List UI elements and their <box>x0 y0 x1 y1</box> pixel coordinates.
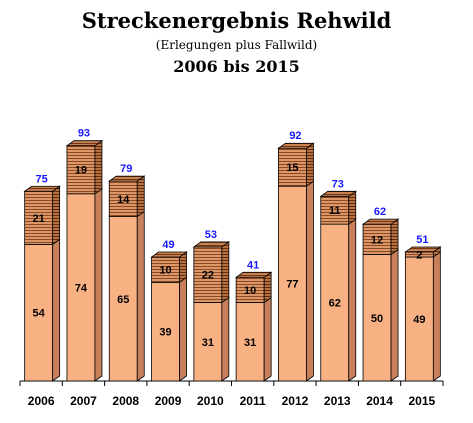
data-label-total: 41 <box>247 259 259 271</box>
bar-side-lower <box>221 296 230 382</box>
data-label-lower: 31 <box>202 337 214 349</box>
bar-side-upper <box>306 142 314 187</box>
bar-segment-upper <box>235 276 265 303</box>
bar-side-lower <box>136 210 145 382</box>
bar-segment-upper <box>108 180 138 217</box>
data-label-upper: 19 <box>75 165 87 177</box>
bar-side-lower <box>432 251 441 382</box>
bar-segment-lower <box>278 185 307 382</box>
bar-top-face <box>108 175 146 182</box>
bar-side-lower <box>390 248 399 382</box>
data-label-lower: 39 <box>159 327 171 339</box>
data-label-lower: 31 <box>244 337 256 349</box>
data-label-total: 62 <box>374 206 386 218</box>
bar-segment-lower <box>362 254 392 382</box>
bar-segment-upper <box>24 190 54 245</box>
bar-side-upper <box>52 185 61 246</box>
data-label-upper: 10 <box>244 285 256 297</box>
data-label-lower: 77 <box>286 279 298 291</box>
x-tick-label: 2010 <box>197 394 224 408</box>
data-label-total: 51 <box>416 234 428 246</box>
bar-top-face <box>23 185 61 192</box>
data-label-total: 75 <box>36 173 48 185</box>
bar-top-face <box>277 142 315 149</box>
x-tick-label: 2006 <box>28 394 55 408</box>
bar-top-face <box>150 251 188 258</box>
bar-top-face <box>361 218 400 225</box>
bar-segment-lower <box>320 223 350 382</box>
data-label-upper: 21 <box>33 213 45 225</box>
x-tick-label: 2007 <box>70 394 97 408</box>
x-tick-label: 2009 <box>155 394 182 408</box>
x-tick-label: 2011 <box>240 394 266 408</box>
chart-period: 2006 bis 2015 <box>173 57 300 76</box>
x-tick-label: 2012 <box>282 394 309 408</box>
x-tick-label: 2008 <box>112 394 139 408</box>
data-label-lower: 54 <box>33 308 46 320</box>
data-label-total: 73 <box>332 178 344 190</box>
data-label-upper: 2 <box>416 250 422 262</box>
data-label-total: 93 <box>78 128 90 140</box>
chart-title: Streckenergebnis Rehwild <box>81 8 392 33</box>
data-label-upper: 11 <box>329 205 341 217</box>
data-label-total: 92 <box>289 130 301 142</box>
data-label-upper: 14 <box>117 194 130 206</box>
bar-segment-upper <box>278 147 307 187</box>
bar-top-face <box>234 271 273 278</box>
bar-top-face <box>319 190 357 197</box>
x-tick-label: 2015 <box>408 394 435 408</box>
data-label-lower: 65 <box>117 294 129 306</box>
bar-side-upper <box>390 218 399 256</box>
data-label-upper: 22 <box>202 270 214 282</box>
data-label-lower: 62 <box>329 298 341 310</box>
bar-side-lower <box>306 180 314 382</box>
bar-side-lower <box>263 296 272 382</box>
x-tick-label: 2013 <box>324 394 351 408</box>
bar-segment-lower <box>235 302 265 382</box>
data-label-lower: 50 <box>371 313 383 325</box>
data-label-lower: 49 <box>413 314 425 326</box>
bar-top-face <box>192 241 231 248</box>
bar-top-face <box>65 140 104 147</box>
bar-top-face <box>404 246 442 253</box>
bar-side-upper <box>348 190 357 225</box>
data-label-upper: 10 <box>159 265 171 277</box>
bar-side-lower <box>52 238 61 382</box>
data-label-total: 53 <box>205 229 217 241</box>
bar-side-upper <box>136 175 145 218</box>
chart-subtitle: (Erlegungen plus Fallwild) <box>155 38 318 52</box>
data-label-upper: 15 <box>286 162 298 174</box>
data-label-total: 79 <box>120 163 132 175</box>
bar-side-upper <box>94 139 103 195</box>
bar-side-upper <box>221 241 230 304</box>
x-tick-label: 2014 <box>366 394 393 408</box>
bar-side-lower <box>94 188 103 382</box>
bar-side-lower <box>179 276 187 382</box>
bar-side-lower <box>348 218 357 382</box>
data-label-total: 49 <box>162 239 174 251</box>
data-label-lower: 74 <box>75 282 88 294</box>
data-label-upper: 12 <box>371 234 383 246</box>
